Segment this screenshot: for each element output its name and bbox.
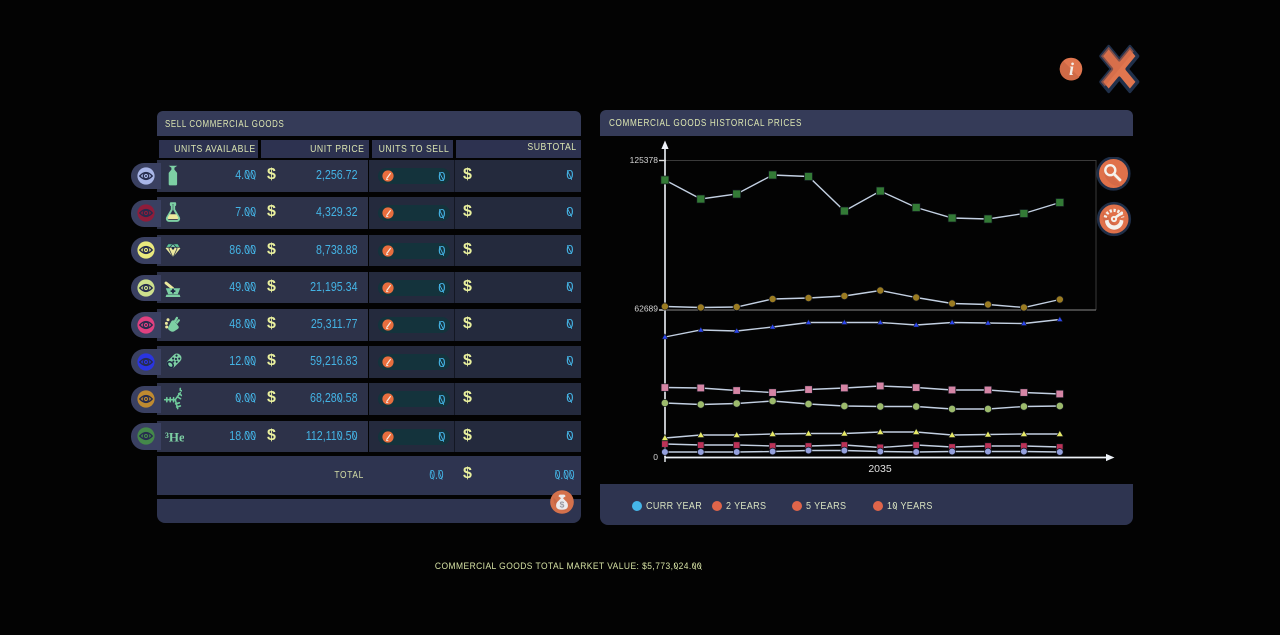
svg-text:0: 0 bbox=[653, 452, 658, 462]
svg-text:i: i bbox=[1069, 59, 1074, 79]
svg-text:$: $ bbox=[560, 500, 565, 510]
svg-text:125378: 125378 bbox=[630, 155, 659, 165]
svg-text:62689: 62689 bbox=[634, 304, 658, 314]
svg-text:³He: ³He bbox=[165, 429, 184, 444]
svg-text:2035: 2035 bbox=[868, 463, 892, 475]
